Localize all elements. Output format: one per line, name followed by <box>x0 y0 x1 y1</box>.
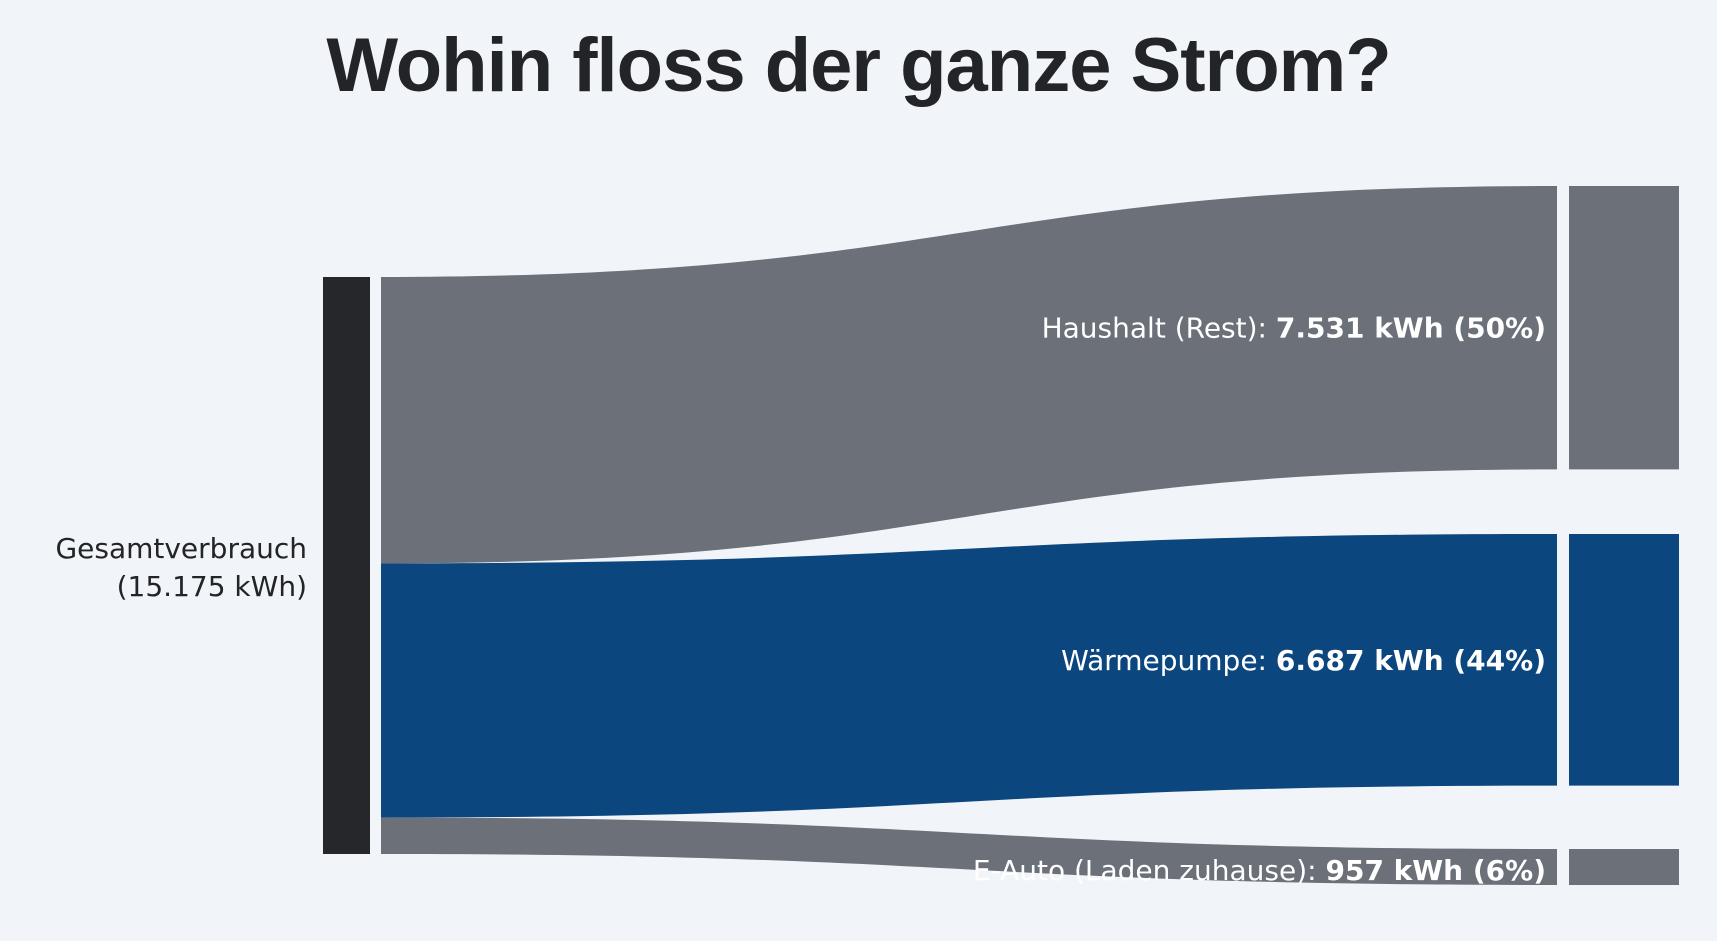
flow-label: E-Auto (Laden zuhause): 957 kWh (6%) <box>973 854 1546 887</box>
chart-title: Wohin floss der ganze Strom? <box>326 23 1391 108</box>
flow-value: 7.531 kWh (50%) <box>1276 312 1546 345</box>
flow-value: 6.687 kWh (44%) <box>1276 644 1546 677</box>
flow-name: Haushalt (Rest): <box>1042 312 1276 345</box>
source-node <box>323 277 370 854</box>
source-value-label: (15.175 kWh) <box>117 570 307 603</box>
flow-label: Wärmepumpe: 6.687 kWh (44%) <box>1061 644 1546 677</box>
flow-label: Haushalt (Rest): 7.531 kWh (50%) <box>1042 312 1546 345</box>
flow-name: Wärmepumpe: <box>1061 644 1276 677</box>
flow-name: E-Auto (Laden zuhause): <box>973 854 1326 887</box>
flow-band <box>381 186 1557 564</box>
target-node <box>1569 849 1679 886</box>
target-node <box>1569 534 1679 786</box>
flow-band <box>381 534 1557 818</box>
source-label: Gesamtverbrauch <box>55 532 307 565</box>
flow-value: 957 kWh (6%) <box>1325 854 1546 887</box>
target-node <box>1569 186 1679 470</box>
flow-band <box>381 817 1557 886</box>
